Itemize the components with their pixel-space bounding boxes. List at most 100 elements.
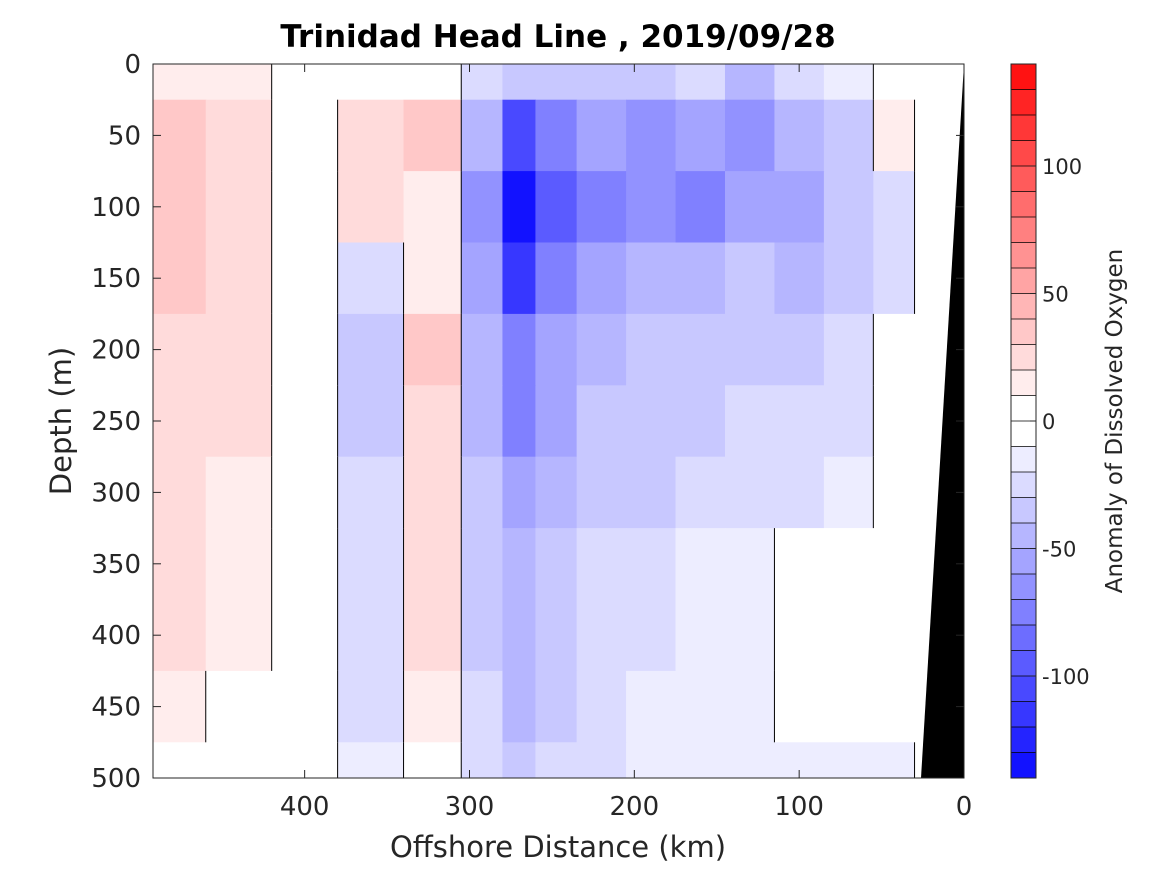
heatmap-cell — [675, 456, 726, 529]
heatmap-cell — [403, 313, 462, 386]
heatmap-cell — [724, 171, 775, 243]
colorbar-segment — [1011, 166, 1036, 192]
heatmap-cell — [626, 64, 677, 101]
heatmap-cell — [271, 456, 339, 529]
heatmap-cell — [774, 385, 825, 458]
heatmap-cell — [873, 528, 916, 600]
heatmap-cell — [626, 456, 677, 529]
heatmap-cell — [873, 171, 916, 243]
colorbar-segment — [1011, 217, 1036, 243]
colorbar-label: Anomaly of Dissolved Oxygen — [1102, 249, 1128, 594]
heatmap-cell — [675, 64, 726, 101]
heatmap-cell — [774, 670, 825, 743]
heatmap-cell — [271, 385, 339, 458]
heatmap-cell — [403, 456, 462, 529]
heatmap-cell — [271, 99, 339, 172]
heatmap-cell — [626, 670, 677, 743]
heatmap-cell — [535, 99, 578, 172]
heatmap-cell — [205, 64, 273, 101]
y-tick-label: 50 — [108, 121, 141, 151]
heatmap-cell — [626, 313, 677, 386]
colorbar-tick-label: 100 — [1042, 155, 1082, 179]
heatmap-cell — [724, 99, 775, 172]
colorbar-tick-label: -100 — [1042, 665, 1090, 689]
y-tick-label: 100 — [91, 193, 141, 223]
heatmap-cell — [873, 99, 916, 172]
heatmap-cell — [153, 528, 207, 600]
heatmap-cell — [337, 99, 405, 172]
heatmap-cell — [675, 99, 726, 172]
x-axis-label: Offshore Distance (km) — [390, 830, 726, 864]
heatmap-cell — [461, 456, 503, 529]
heatmap-cell — [823, 670, 874, 743]
heatmap-cell — [153, 171, 207, 243]
colorbar-segment — [1011, 446, 1036, 473]
heatmap-cell — [724, 242, 775, 315]
heatmap-cell — [153, 385, 207, 458]
y-axis: 0 50 100 150 200 250 300 350 400 450 500 Depth (m) — [44, 50, 964, 794]
oxygen-anomaly-field — [153, 64, 964, 778]
colorbar-segment — [1011, 140, 1036, 167]
heatmap-cell — [823, 313, 874, 386]
heatmap-cell — [337, 64, 405, 101]
heatmap-cell — [153, 64, 207, 101]
bathymetry-shelf — [921, 64, 964, 778]
y-tick-label: 0 — [124, 50, 141, 80]
heatmap-cell — [626, 171, 677, 243]
y-tick-label: 500 — [91, 764, 141, 794]
colorbar-tick-label: 50 — [1042, 283, 1069, 307]
x-tick-label: 400 — [280, 792, 330, 822]
colorbar-segment — [1011, 472, 1036, 498]
heatmap-cell — [576, 456, 627, 529]
heatmap-cell — [403, 385, 462, 458]
heatmap-cell — [576, 64, 627, 101]
y-tick-label: 300 — [91, 478, 141, 508]
heatmap-cell — [724, 742, 775, 778]
heatmap-cell — [535, 313, 578, 386]
heatmap-cell — [271, 313, 339, 386]
heatmap-cell — [205, 99, 273, 172]
heatmap-cell — [337, 313, 405, 386]
heatmap-cell — [153, 742, 207, 778]
colorbar-segment — [1011, 625, 1036, 651]
heatmap-cell — [403, 742, 462, 778]
heatmap-cell — [461, 242, 503, 315]
heatmap-cell — [535, 456, 578, 529]
heatmap-cell — [873, 670, 916, 743]
heatmap-cell — [502, 171, 536, 243]
heatmap-cell — [724, 528, 775, 600]
colorbar-segment — [1011, 752, 1036, 779]
x-tick-label: 100 — [774, 792, 824, 822]
heatmap-cell — [576, 171, 627, 243]
heatmap-cell — [205, 385, 273, 458]
heatmap-cell — [823, 742, 874, 778]
heatmap-cell — [823, 99, 874, 172]
heatmap-cell — [576, 528, 627, 600]
heatmap-cell — [626, 528, 677, 600]
heatmap-cell — [502, 242, 536, 315]
y-axis-label: Depth (m) — [44, 347, 78, 495]
heatmap-cell — [724, 385, 775, 458]
heatmap-cell — [153, 99, 207, 172]
heatmap-cell — [205, 242, 273, 315]
y-tick-label: 250 — [91, 407, 141, 437]
heatmap-cell — [271, 670, 339, 743]
colorbar-segment — [1011, 242, 1036, 269]
heatmap-cell — [271, 242, 339, 315]
heatmap-cell — [724, 599, 775, 672]
heatmap-cell — [675, 171, 726, 243]
colorbar-tick-label: -50 — [1042, 538, 1076, 562]
colorbar-segment — [1011, 344, 1036, 371]
x-tick-label: 200 — [610, 792, 660, 822]
heatmap-cell — [774, 242, 825, 315]
heatmap-cell — [914, 64, 964, 101]
colorbar-segment — [1011, 497, 1036, 524]
heatmap-cell — [461, 599, 503, 672]
heatmap-cell — [337, 599, 405, 672]
heatmap-cell — [502, 599, 536, 672]
colorbar: 100 50 0 -50 -100 Anomaly of Dissolved Oxyge… — [1010, 63, 1128, 779]
heatmap-cell — [535, 670, 578, 743]
colorbar-segment — [1011, 370, 1036, 396]
colorbar-segment — [1011, 191, 1036, 218]
